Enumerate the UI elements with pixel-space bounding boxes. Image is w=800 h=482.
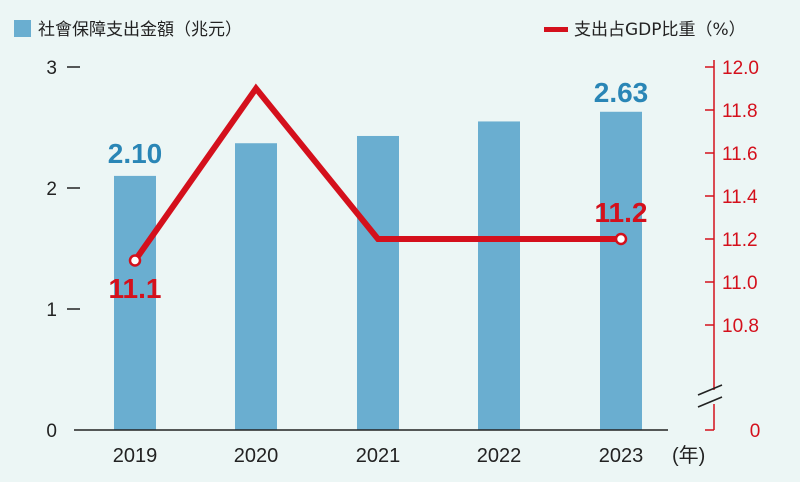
left-tick-label-0: 0 — [46, 421, 57, 442]
left-tick-label-3: 3 — [46, 58, 57, 79]
legend: 社會保障支出金額（兆元） 支出占GDP比重（%） — [14, 20, 746, 40]
bar-2020 — [235, 143, 277, 431]
axis-break-mark-lower — [697, 396, 723, 408]
right-tick-label-11-6: 11.6 — [722, 144, 758, 165]
right-tick-label-11-0: 11.0 — [722, 273, 758, 294]
legend-bar-label: 社會保障支出金額（兆元） — [38, 20, 242, 40]
right-axis: 12.0 11.8 11.6 11.4 11.2 11.0 10.8 0 — [697, 58, 761, 442]
x-axis-unit: (年) — [672, 444, 705, 467]
right-tick-label-12-0: 12.0 — [722, 58, 759, 79]
right-tick-label-11-2: 11.2 — [722, 230, 758, 251]
line-point-2019 — [128, 254, 142, 267]
bar-2019 — [114, 175, 156, 430]
bar-label-2019: 2.10 — [108, 138, 163, 169]
data-labels: 2.10 2.63 11.1 11.2 — [108, 77, 649, 304]
line-point-2023 — [614, 232, 628, 246]
bar-label-2023: 2.63 — [594, 77, 649, 108]
line-label-2019: 11.1 — [109, 273, 162, 304]
bar-2022 — [478, 121, 520, 430]
x-tick-label-2020: 2020 — [234, 445, 279, 467]
left-axis: 3 2 1 0 — [46, 58, 80, 442]
right-tick-label-0: 0 — [750, 421, 761, 442]
bar-2021 — [357, 135, 399, 430]
line-label-2023: 11.2 — [595, 197, 648, 228]
right-tick-label-11-4: 11.4 — [722, 187, 758, 208]
left-tick-label-2: 2 — [46, 179, 57, 200]
bar-2023 — [600, 111, 642, 431]
x-tick-label-2023: 2023 — [599, 445, 644, 467]
legend-line-swatch — [544, 27, 568, 32]
legend-bar-swatch — [14, 20, 31, 37]
x-tick-label-2022: 2022 — [477, 445, 522, 467]
bar-series — [114, 111, 642, 431]
gdp-share-line — [132, 83, 621, 263]
left-tick-label-1: 1 — [46, 300, 57, 321]
legend-line-label: 支出占GDP比重（%） — [574, 20, 746, 40]
x-axis: 2019 2020 2021 2022 2023 (年) — [113, 444, 706, 467]
right-tick-label-10-8: 10.8 — [722, 316, 759, 337]
right-tick-label-11-8: 11.8 — [722, 101, 758, 122]
line-points — [128, 232, 628, 267]
axis-break-mark-upper — [697, 384, 723, 396]
x-tick-label-2021: 2021 — [356, 445, 401, 467]
x-tick-label-2019: 2019 — [113, 445, 158, 467]
